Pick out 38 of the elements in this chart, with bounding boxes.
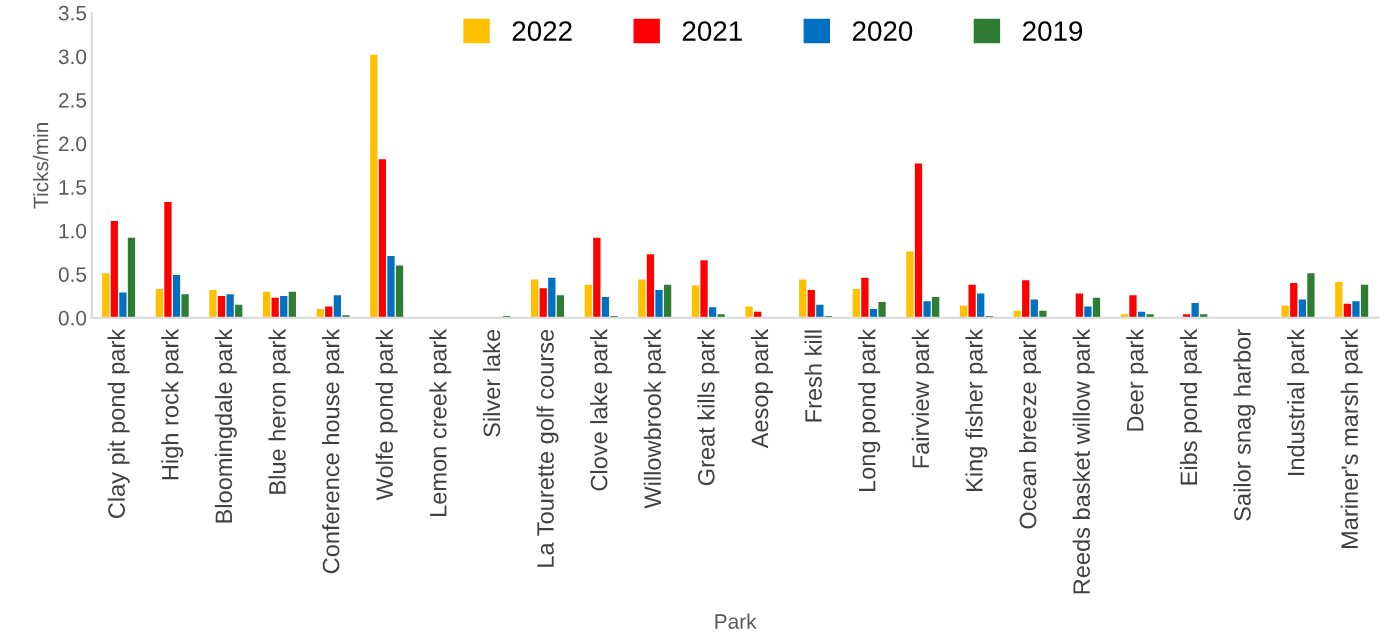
y-tick-label: 2.5: [59, 92, 87, 108]
legend-label: 2021: [682, 21, 742, 41]
x-tick-label: Wolfe pond park: [375, 328, 398, 501]
y-axis-title: Ticks/min: [33, 123, 49, 209]
x-tick-label: Bloomingdale park: [214, 328, 237, 523]
x-tick-label: Great kills park: [697, 328, 720, 486]
legend-label: 2022: [512, 21, 572, 41]
x-tick-label: Deer park: [1126, 328, 1149, 431]
x-tick-label: Eibs pond park: [1179, 328, 1202, 485]
x-tick-label: Willowbrook park: [643, 328, 666, 509]
x-tick-label: King fisher park: [965, 328, 988, 491]
y-tick-label: 0.5: [58, 267, 87, 282]
x-tick-label: Clove lake park: [590, 328, 613, 491]
x-tick-label: La Tourette golf course: [536, 329, 559, 567]
x-tick-label: Conference house park: [322, 328, 345, 574]
x-tick-label: High rock park: [161, 328, 184, 480]
x-tick-label: Aesop park: [750, 328, 773, 449]
y-tick-label: 1.5: [59, 180, 87, 195]
x-tick-label: Long pond park: [858, 328, 881, 492]
x-tick-label: Lemon creek park: [429, 328, 452, 516]
y-tick-label: 2.0: [59, 136, 87, 152]
x-tick-label: Clay pit pond park: [107, 328, 130, 518]
y-tick-label: 1.0: [59, 223, 87, 239]
x-tick-label: Blue heron park: [268, 328, 291, 494]
y-tick-label: 0.0: [58, 310, 87, 326]
x-tick-label: Sailor snag harbor: [1233, 329, 1256, 521]
x-tick-label: Industrial park: [1287, 328, 1310, 476]
y-tick-label: 3.0: [58, 49, 87, 65]
x-tick-label: Ocean breeze park: [1019, 328, 1042, 529]
x-tick-label: Fresh kill: [804, 330, 822, 422]
x-axis-title: Park: [715, 613, 757, 629]
legend-label: 2020: [852, 21, 913, 41]
x-tick-label: Silver lake: [482, 329, 501, 437]
x-tick-label: Mariner's marsh park: [1340, 328, 1363, 548]
x-tick-label: Reeds basket willow park: [1072, 328, 1095, 594]
legend-label: 2019: [1023, 21, 1083, 41]
y-tick-label: 3.5: [58, 5, 87, 21]
x-tick-label: Fairview park: [911, 328, 934, 468]
